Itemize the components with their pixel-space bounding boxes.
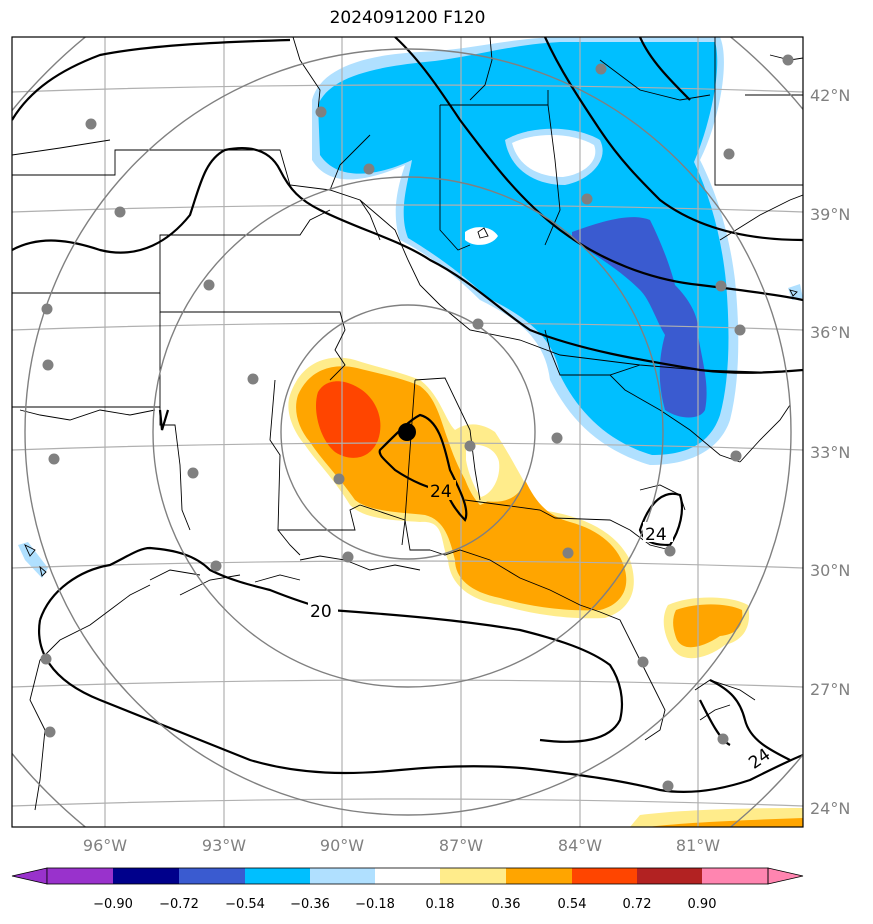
station-marker xyxy=(715,280,727,292)
colorbar-swatch xyxy=(245,868,310,884)
station-marker xyxy=(333,473,345,485)
station-marker xyxy=(730,450,742,462)
lon-tick-label: 81°W xyxy=(676,836,720,855)
lat-tick-label: 33°N xyxy=(810,443,850,462)
colorbar-swatch xyxy=(506,868,572,884)
station-marker xyxy=(581,193,593,205)
station-marker xyxy=(595,63,607,75)
lat-tick-label: 36°N xyxy=(810,323,850,342)
colorbar-swatch xyxy=(375,868,440,884)
station-marker xyxy=(210,560,222,572)
station-marker xyxy=(42,359,54,371)
colorbar-label: −0.72 xyxy=(159,897,199,912)
contour-label: 20 xyxy=(310,602,332,622)
longitude-labels: 96°W 93°W 90°W 87°W 84°W 81°W xyxy=(83,836,720,855)
colorbar-label: −0.90 xyxy=(93,897,133,912)
station-marker xyxy=(363,163,375,175)
colorbar-swatch xyxy=(179,868,245,884)
lon-tick-label: 96°W xyxy=(83,836,127,855)
lat-tick-label: 42°N xyxy=(810,86,850,105)
colorbar-swatch xyxy=(702,868,768,884)
lon-tick-label: 90°W xyxy=(320,836,364,855)
colorbar-label: 0.18 xyxy=(426,897,455,912)
station-marker xyxy=(44,726,56,738)
positive-anomaly-strong xyxy=(315,381,381,458)
station-marker xyxy=(247,373,259,385)
latitude-labels: 42°N 39°N 36°N 33°N 30°N 27°N 24°N xyxy=(810,86,850,818)
negative-anomaly-medium xyxy=(318,42,729,455)
station-marker xyxy=(662,780,674,792)
station-marker xyxy=(85,118,97,130)
colorbar-extend-high xyxy=(767,867,804,885)
colorbar-label: 0.36 xyxy=(492,897,521,912)
station-marker xyxy=(782,54,794,66)
map-title: 2024091200 F120 xyxy=(329,8,486,28)
lat-tick-label: 39°N xyxy=(810,205,850,224)
colorbar-label: 0.54 xyxy=(558,897,587,912)
map-frame xyxy=(11,36,804,828)
graticule xyxy=(12,37,803,827)
lat-tick-label: 27°N xyxy=(810,680,850,699)
station-marker xyxy=(41,303,53,315)
station-marker xyxy=(723,148,735,160)
station-marker xyxy=(734,324,746,336)
colorbar-swatch xyxy=(113,868,179,884)
contour-label: 24 xyxy=(430,482,452,502)
station-marker xyxy=(464,440,476,452)
contour-label: 24 xyxy=(645,525,667,545)
colorbar-extend-low xyxy=(11,867,48,885)
station-marker xyxy=(562,547,574,559)
station-marker xyxy=(114,206,126,218)
storm-center-marker xyxy=(398,423,416,441)
lat-tick-label: 30°N xyxy=(810,561,850,580)
colorbar-label: −0.36 xyxy=(290,897,330,912)
station-marker xyxy=(342,551,354,563)
lon-tick-label: 93°W xyxy=(202,836,246,855)
station-marker xyxy=(315,106,327,118)
colorbar: −0.90 −0.72 −0.54 −0.36 −0.18 0.18 0.36 … xyxy=(11,867,804,912)
station-marker xyxy=(48,453,60,465)
station-marker xyxy=(40,653,52,665)
colorbar-swatch xyxy=(440,868,506,884)
colorbar-swatch xyxy=(572,868,637,884)
station-marker xyxy=(717,733,729,745)
colorbar-swatch xyxy=(47,868,113,884)
colorbar-label: 0.72 xyxy=(623,897,652,912)
lat-tick-label: 24°N xyxy=(810,799,850,818)
colorbar-label: −0.54 xyxy=(225,897,265,912)
station-marker xyxy=(664,545,676,557)
lon-tick-label: 84°W xyxy=(558,836,602,855)
colorbar-label: −0.18 xyxy=(355,897,395,912)
lon-tick-label: 87°W xyxy=(439,836,483,855)
political-boundaries xyxy=(12,37,803,811)
station-marker xyxy=(187,467,199,479)
station-marker xyxy=(637,656,649,668)
colorbar-swatch xyxy=(637,868,702,884)
station-markers xyxy=(40,54,794,792)
station-marker xyxy=(551,432,563,444)
station-marker xyxy=(472,318,484,330)
colorbar-swatch xyxy=(310,868,375,884)
station-marker xyxy=(203,279,215,291)
colorbar-label: 0.90 xyxy=(688,897,717,912)
